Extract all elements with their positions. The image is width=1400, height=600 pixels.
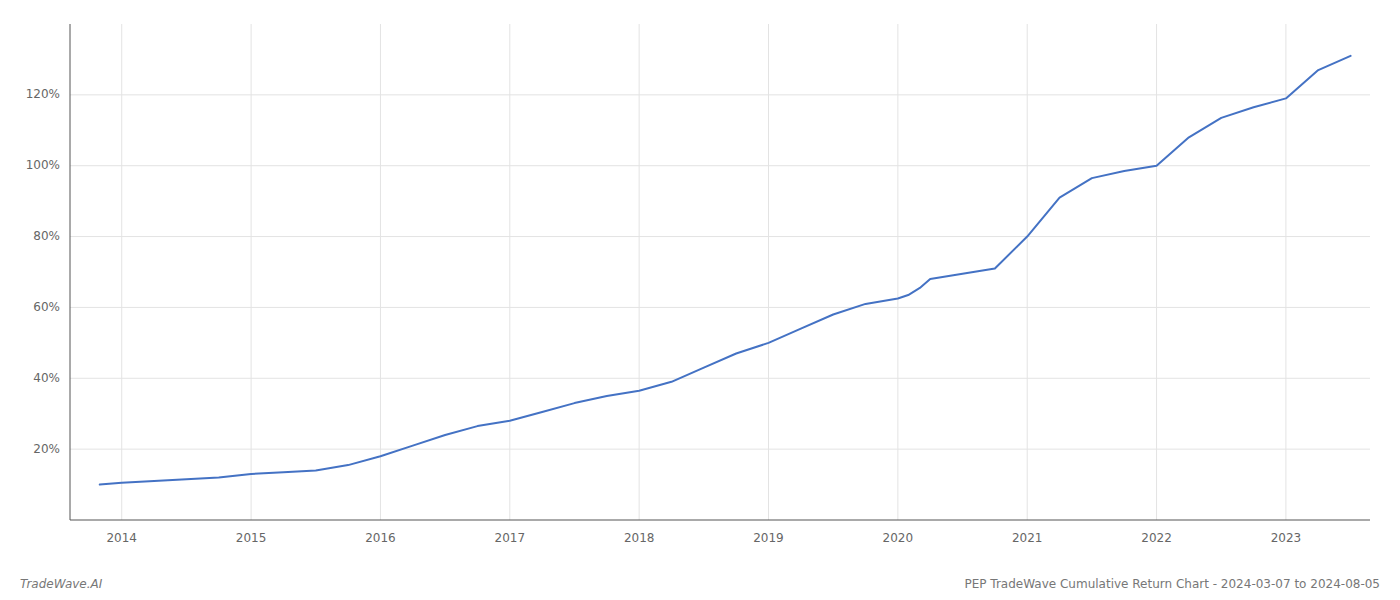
footer-right: PEP TradeWave Cumulative Return Chart - … xyxy=(965,577,1381,591)
plot-area xyxy=(100,56,1351,485)
grid-line xyxy=(1156,24,1157,520)
x-tick-label: 2014 xyxy=(106,531,137,545)
x-tick-label: 2020 xyxy=(883,531,914,545)
grid-line xyxy=(121,24,122,520)
chart: 20% 40% 60% 80% 100% 120% 2014 2015 2016 2017 2018… xyxy=(0,0,1400,600)
x-tick-label: 2022 xyxy=(1141,531,1172,545)
x-tick-label: 2016 xyxy=(365,531,396,545)
grid-line xyxy=(70,94,1370,95)
grid-line xyxy=(251,24,252,520)
x-tick-label: 2021 xyxy=(1012,531,1043,545)
y-tick-label: 100% xyxy=(26,158,60,172)
grid-line xyxy=(70,165,1370,166)
y-axis-line xyxy=(70,24,71,520)
footer-left: TradeWave.AI xyxy=(20,577,103,591)
grid-line xyxy=(70,307,1370,308)
grid-line xyxy=(639,24,640,520)
x-tick-label: 2018 xyxy=(624,531,655,545)
x-tick-label: 2019 xyxy=(753,531,784,545)
y-tick-label: 60% xyxy=(33,300,60,314)
grid-line xyxy=(70,449,1370,450)
y-tick-label: 80% xyxy=(33,229,60,243)
x-tick-label: 2017 xyxy=(495,531,526,545)
grid-line xyxy=(70,378,1370,379)
grid-line xyxy=(1027,24,1028,520)
grid-line xyxy=(509,24,510,520)
grid-line xyxy=(70,236,1370,237)
y-tick-label: 40% xyxy=(33,371,60,385)
grid-line xyxy=(380,24,381,520)
grid-line xyxy=(768,24,769,520)
x-tick-label: 2023 xyxy=(1271,531,1302,545)
y-tick-label: 120% xyxy=(26,87,60,101)
y-tick-label: 20% xyxy=(33,442,60,456)
grid xyxy=(70,24,1370,520)
x-tick-label: 2015 xyxy=(236,531,267,545)
x-axis-line xyxy=(70,520,1370,521)
grid-line xyxy=(897,24,898,520)
axes: 20% 40% 60% 80% 100% 120% 2014 2015 2016 2017 2018… xyxy=(26,24,1370,545)
line xyxy=(100,56,1351,485)
